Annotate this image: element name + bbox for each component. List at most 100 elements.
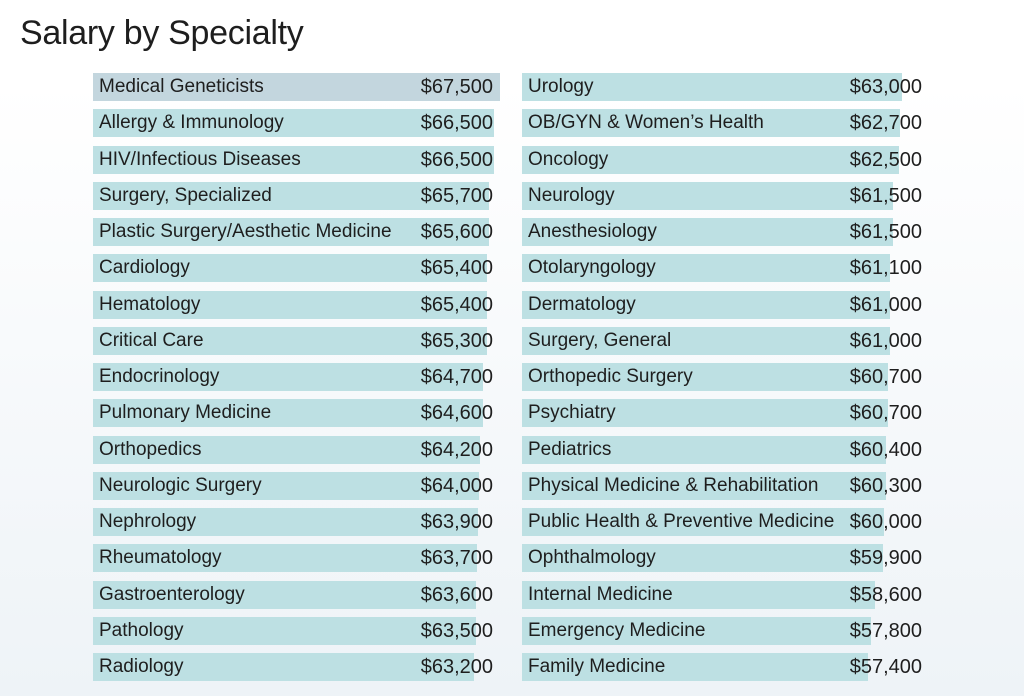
value-label: $66,500 xyxy=(420,148,493,171)
value-label: $60,400 xyxy=(849,438,922,461)
bar xyxy=(522,363,888,391)
category-label: Ophthalmology xyxy=(528,547,656,569)
bar-row: Radiology $63,200 xyxy=(93,653,503,681)
bar xyxy=(522,653,869,681)
category-label: Oncology xyxy=(528,148,609,170)
value-label: $60,700 xyxy=(849,402,922,425)
bar-row: Urology $63,000 xyxy=(522,73,932,101)
value-label: $65,700 xyxy=(420,184,493,207)
category-label: Cardiology xyxy=(99,257,190,279)
category-label: Medical Geneticists xyxy=(99,76,264,97)
bar-row: Plastic Surgery/Aesthetic Medicine $65,60… xyxy=(93,218,503,246)
category-label: Pediatrics xyxy=(528,438,612,460)
bar xyxy=(93,616,476,645)
bar xyxy=(93,254,488,283)
bar xyxy=(93,580,477,609)
category-label: Plastic Surgery/Aesthetic Medicine xyxy=(99,221,392,242)
bar xyxy=(93,471,479,500)
category-label: Emergency Medicine xyxy=(528,619,706,641)
bar-row: Neurology $61,500 xyxy=(522,181,932,210)
value-label: $66,500 xyxy=(420,112,493,135)
value-label: $59,900 xyxy=(849,547,922,570)
bar xyxy=(522,181,893,210)
value-label: $63,900 xyxy=(420,511,493,533)
bar-row: Psychiatry $60,700 xyxy=(522,399,932,428)
value-label: $57,800 xyxy=(849,619,922,642)
category-label: OB/GYN & Women’s Health xyxy=(528,112,764,134)
bar-row: Surgery, Specialized $65,700 xyxy=(93,181,503,210)
bar xyxy=(93,73,500,101)
value-label: $65,300 xyxy=(420,329,493,352)
bar xyxy=(93,435,481,464)
value-label: $64,000 xyxy=(420,474,493,497)
value-label: $63,000 xyxy=(849,76,922,98)
category-label: Endocrinology xyxy=(99,366,220,387)
bar xyxy=(522,580,876,609)
value-label: $62,500 xyxy=(849,148,922,171)
value-label: $64,700 xyxy=(420,366,493,388)
category-label: HIV/Infectious Diseases xyxy=(99,148,301,170)
value-label: $62,700 xyxy=(849,112,922,135)
bar xyxy=(93,218,489,246)
value-label: $57,400 xyxy=(849,656,922,678)
bar-row: Pediatrics $60,400 xyxy=(522,435,932,464)
bar-row: Orthopedics $64,200 xyxy=(93,435,503,464)
bar xyxy=(93,653,475,681)
bar-row: HIV/Infectious Diseases $66,500 xyxy=(93,145,503,174)
category-label: Public Health & Preventive Medicine xyxy=(528,511,835,532)
bar xyxy=(522,73,902,101)
bar xyxy=(522,616,871,645)
bar-row: Emergency Medicine $57,800 xyxy=(522,616,932,645)
bar xyxy=(522,109,901,138)
bar-row: Family Medicine $57,400 xyxy=(522,653,932,681)
bar-row: Anesthesiology $61,500 xyxy=(522,218,932,246)
category-label: Otolaryngology xyxy=(528,257,656,279)
category-label: Gastroenterology xyxy=(99,583,245,605)
category-label: Urology xyxy=(528,76,594,97)
category-label: Neurologic Surgery xyxy=(99,474,262,496)
value-label: $67,500 xyxy=(420,76,493,98)
bar xyxy=(93,544,478,573)
bar-row: Oncology $62,500 xyxy=(522,145,932,174)
bar xyxy=(93,181,490,210)
bar xyxy=(93,145,494,174)
category-label: Dermatology xyxy=(528,293,636,315)
bar xyxy=(522,254,891,283)
bar-row: Endocrinology $64,700 xyxy=(93,363,503,391)
bar-row: Dermatology $61,000 xyxy=(522,290,932,319)
category-label: Rheumatology xyxy=(99,547,222,569)
category-label: Family Medicine xyxy=(528,656,666,677)
value-label: $63,600 xyxy=(420,583,493,606)
chart-title: Salary by Specialty xyxy=(20,14,304,52)
category-label: Physical Medicine & Rehabilitation xyxy=(528,474,819,496)
bar-row: Public Health & Preventive Medicine $60,0… xyxy=(522,508,932,536)
bar xyxy=(522,218,893,246)
category-label: Surgery, Specialized xyxy=(99,184,272,206)
bar-row: Surgery, General $61,000 xyxy=(522,326,932,355)
bar xyxy=(522,544,884,573)
bar-row: Neurologic Surgery $64,000 xyxy=(93,471,503,500)
value-label: $60,700 xyxy=(849,366,922,388)
bar-row: Gastroenterology $63,600 xyxy=(93,580,503,609)
bar-row: Orthopedic Surgery $60,700 xyxy=(522,363,932,391)
category-label: Critical Care xyxy=(99,329,204,351)
value-label: $64,600 xyxy=(420,402,493,425)
bar xyxy=(522,145,899,174)
bar-row: Internal Medicine $58,600 xyxy=(522,580,932,609)
bar-row: Cardiology $65,400 xyxy=(93,254,503,283)
bar-row: Hematology $65,400 xyxy=(93,290,503,319)
category-label: Orthopedic Surgery xyxy=(528,366,693,387)
bar xyxy=(93,290,488,319)
value-label: $61,000 xyxy=(849,329,922,352)
bar xyxy=(522,435,887,464)
bar-row: Medical Geneticists $67,500 xyxy=(93,73,503,101)
value-label: $60,300 xyxy=(849,474,922,497)
bar xyxy=(93,326,487,355)
bar-row: Pathology $63,500 xyxy=(93,616,503,645)
bar xyxy=(522,508,884,536)
category-label: Orthopedics xyxy=(99,438,202,460)
bar xyxy=(93,508,479,536)
bar xyxy=(93,399,483,428)
value-label: $58,600 xyxy=(849,583,922,606)
bar-row: Allergy & Immunology $66,500 xyxy=(93,109,503,138)
